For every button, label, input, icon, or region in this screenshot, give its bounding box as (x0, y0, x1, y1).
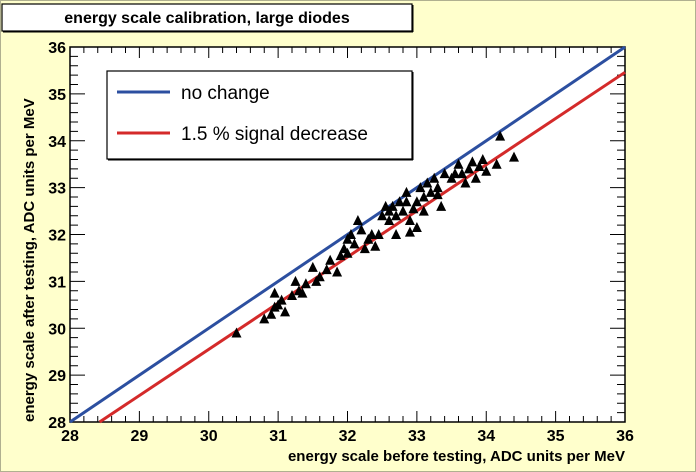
x-axis-title: energy scale before testing, ADC units p… (288, 448, 625, 465)
data-point (276, 294, 287, 305)
y-tick-label: 31 (48, 274, 66, 291)
chart-title-box: energy scale calibration, large diodes (1, 3, 414, 33)
data-point (401, 196, 412, 207)
data-point (300, 278, 311, 289)
data-points (231, 130, 519, 338)
data-point (332, 266, 343, 277)
data-point (474, 161, 485, 172)
data-point (387, 200, 398, 211)
data-point (477, 154, 488, 164)
y-tick-label: 29 (48, 368, 66, 385)
data-point (432, 189, 443, 200)
data-point (425, 186, 436, 197)
legend-label-signal-decrease: 1.5 % signal decrease (181, 124, 368, 145)
x-tick-label: 33 (408, 428, 426, 445)
data-point (280, 306, 291, 317)
data-point (422, 177, 433, 188)
y-tick-label: 35 (48, 87, 66, 104)
data-point (404, 214, 415, 225)
data-point (463, 163, 474, 174)
data-point (408, 203, 419, 214)
data-point (460, 177, 471, 188)
data-point (366, 229, 377, 239)
data-point (287, 289, 297, 300)
y-tick-label: 30 (48, 321, 66, 338)
data-point (370, 240, 381, 251)
data-point (401, 186, 412, 197)
data-point (269, 287, 280, 298)
data-point (411, 196, 422, 207)
y-tick-label: 28 (48, 415, 66, 432)
data-point (495, 130, 506, 141)
data-point (491, 158, 502, 169)
data-point (349, 238, 360, 249)
data-point (456, 168, 467, 179)
data-point (391, 210, 402, 221)
x-tick-label: 28 (61, 428, 79, 445)
data-point (429, 172, 440, 183)
data-point (342, 247, 353, 258)
axis-ticks (69, 46, 626, 423)
chart-title: energy scale calibration, large diodes (64, 10, 350, 27)
data-point (325, 254, 336, 265)
y-tick-label: 34 (48, 134, 66, 151)
y-tick-labels: 28 29 30 31 32 33 34 35 36 (48, 40, 66, 432)
data-point (345, 229, 356, 239)
legend: no change 1.5 % signal decrease (106, 70, 414, 161)
data-point (259, 313, 270, 324)
x-tick-label: 36 (616, 428, 634, 445)
data-point (380, 200, 391, 211)
data-point (470, 172, 481, 183)
y-tick-label: 36 (48, 40, 66, 57)
data-point (398, 205, 408, 216)
data-point (436, 200, 447, 211)
y-axis-title: energy scale after testing, ADC units pe… (21, 98, 38, 422)
data-point (391, 229, 402, 239)
data-point (321, 264, 332, 275)
data-point (439, 168, 450, 179)
x-tick-labels: 28 29 30 31 32 33 34 35 36 (61, 428, 634, 445)
data-point (404, 226, 415, 237)
data-point (415, 182, 426, 193)
x-tick-label: 32 (339, 428, 357, 445)
data-point (418, 205, 429, 216)
data-point (418, 191, 429, 202)
data-point (411, 221, 422, 232)
data-point (373, 229, 384, 239)
data-point (467, 156, 478, 167)
legend-box (106, 70, 413, 160)
data-point (297, 287, 308, 298)
data-point (377, 210, 388, 221)
data-point (509, 151, 519, 162)
x-tick-label: 30 (200, 428, 218, 445)
data-point (453, 158, 464, 169)
data-point (481, 165, 492, 176)
signal-decrease-line (98, 71, 626, 424)
title-box-rect (1, 3, 413, 32)
data-point (231, 327, 242, 338)
data-point (394, 196, 405, 207)
data-point (356, 224, 367, 235)
y-tick-label: 32 (48, 228, 66, 245)
data-point (450, 168, 461, 179)
data-point (352, 214, 363, 225)
data-point (384, 214, 395, 225)
legend-label-no-change: no change (181, 83, 270, 104)
data-point (432, 182, 443, 193)
data-point (314, 271, 325, 282)
x-tick-label: 34 (477, 428, 495, 445)
data-point (359, 243, 370, 254)
x-tick-label: 29 (130, 428, 148, 445)
data-point (307, 261, 318, 272)
x-tick-label: 31 (269, 428, 287, 445)
x-tick-label: 35 (547, 428, 565, 445)
y-tick-label: 33 (48, 181, 66, 198)
data-point (266, 308, 277, 319)
data-point (290, 275, 301, 286)
